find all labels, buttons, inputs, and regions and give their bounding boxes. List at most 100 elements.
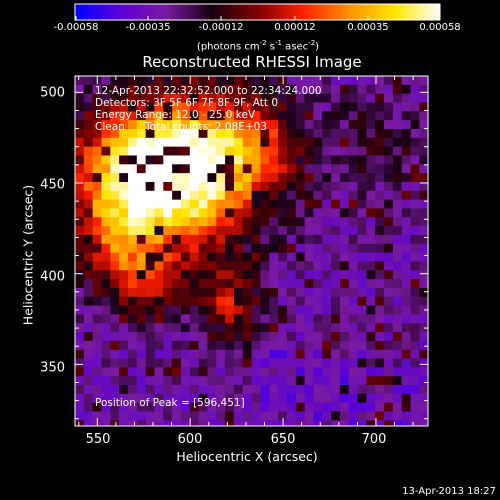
image-pixel xyxy=(163,349,173,360)
image-pixel xyxy=(127,102,138,112)
image-pixel xyxy=(180,164,191,174)
image-pixel xyxy=(242,155,253,165)
image-pixel xyxy=(278,93,288,104)
image-pixel xyxy=(119,296,129,307)
colorbar-tick-label: 0.00012 xyxy=(274,22,316,33)
image-pixel xyxy=(92,305,103,316)
image-pixel xyxy=(286,120,297,130)
image-pixel xyxy=(110,385,120,395)
axis-tick-marks xyxy=(75,76,428,426)
image-pixel xyxy=(375,102,385,112)
image-pixel xyxy=(366,111,376,121)
image-pixel xyxy=(410,120,420,130)
image-pixel xyxy=(251,270,262,280)
image-pixel xyxy=(401,164,412,174)
image-pixel xyxy=(375,111,385,121)
image-pixel xyxy=(163,358,173,368)
image-pixel xyxy=(75,411,85,421)
image-pixel xyxy=(278,358,288,368)
image-pixel xyxy=(295,376,306,386)
image-pixel xyxy=(83,137,94,148)
image-pixel xyxy=(278,120,288,130)
image-pixel xyxy=(189,367,200,377)
image-pixel xyxy=(242,340,253,351)
image-pixel xyxy=(278,349,288,360)
image-pixel xyxy=(127,367,138,377)
image-pixel xyxy=(163,217,173,227)
image-pixel xyxy=(384,411,394,421)
image-pixel xyxy=(110,217,120,227)
image-pixel xyxy=(225,137,235,148)
image-pixel xyxy=(119,128,129,139)
image-pixel xyxy=(180,296,191,307)
x-tick-label: 600 xyxy=(177,432,203,447)
image-pixel xyxy=(172,164,182,174)
image-pixel xyxy=(384,340,394,351)
image-pixel xyxy=(278,332,288,342)
image-pixel xyxy=(304,111,315,121)
image-pixel xyxy=(392,349,403,360)
image-pixel xyxy=(110,243,120,254)
image-pixel xyxy=(225,128,235,139)
image-pixel xyxy=(145,287,156,298)
image-pixel xyxy=(207,270,217,280)
image-pixel xyxy=(339,279,350,289)
image-pixel xyxy=(366,155,376,165)
image-pixel xyxy=(163,411,173,421)
image-pixel xyxy=(260,420,270,426)
image-pixel xyxy=(216,76,226,86)
image-pixel xyxy=(242,349,253,360)
image-pixel xyxy=(366,226,376,236)
image-pixel xyxy=(189,217,200,227)
image-pixel xyxy=(304,340,315,351)
image-pixel xyxy=(322,323,332,333)
image-pixel xyxy=(75,111,85,121)
image-pixel xyxy=(269,199,279,210)
image-pixel xyxy=(101,155,111,165)
image-pixel xyxy=(110,367,120,377)
image-pixel xyxy=(357,411,367,421)
image-pixel xyxy=(101,181,111,192)
image-pixel xyxy=(154,376,164,386)
image-pixel xyxy=(136,349,147,360)
image-pixel xyxy=(357,358,367,368)
image-pixel xyxy=(189,137,200,148)
image-pixel xyxy=(348,164,359,174)
image-pixel xyxy=(286,111,297,121)
y-axis-label: Heliocentric Y (arcsec) xyxy=(20,184,36,326)
image-pixel xyxy=(198,84,209,95)
image-pixel xyxy=(198,411,209,421)
image-pixel xyxy=(242,411,253,421)
image-pixel xyxy=(189,146,200,157)
image-pixel xyxy=(384,402,394,413)
image-pixel xyxy=(216,128,226,139)
image-pixel xyxy=(366,234,376,245)
image-pixel xyxy=(313,385,323,395)
image-pixel xyxy=(198,332,209,342)
image-pixel xyxy=(419,261,428,271)
image-pixel xyxy=(198,208,209,218)
image-pixel xyxy=(207,314,217,324)
image-pixel xyxy=(286,76,297,86)
image-pixel xyxy=(180,146,191,157)
image-pixel xyxy=(145,208,156,218)
image-pixel xyxy=(348,76,359,86)
image-pixel xyxy=(189,270,200,280)
image-pixel xyxy=(304,234,315,245)
image-pixel xyxy=(419,164,428,174)
image-pixel xyxy=(419,102,428,112)
image-pixel xyxy=(127,420,138,426)
image-pixel xyxy=(269,411,279,421)
image-pixel xyxy=(304,402,315,413)
image-pixel xyxy=(242,234,253,245)
image-pixel xyxy=(198,393,209,404)
image-pixel xyxy=(322,199,332,210)
image-pixel xyxy=(322,173,332,183)
image-pixel xyxy=(251,305,262,316)
image-pixel xyxy=(269,332,279,342)
image-pixel xyxy=(269,173,279,183)
image-pixel xyxy=(233,376,244,386)
image-pixel xyxy=(375,279,385,289)
image-pixel xyxy=(189,376,200,386)
image-pixel xyxy=(366,305,376,316)
